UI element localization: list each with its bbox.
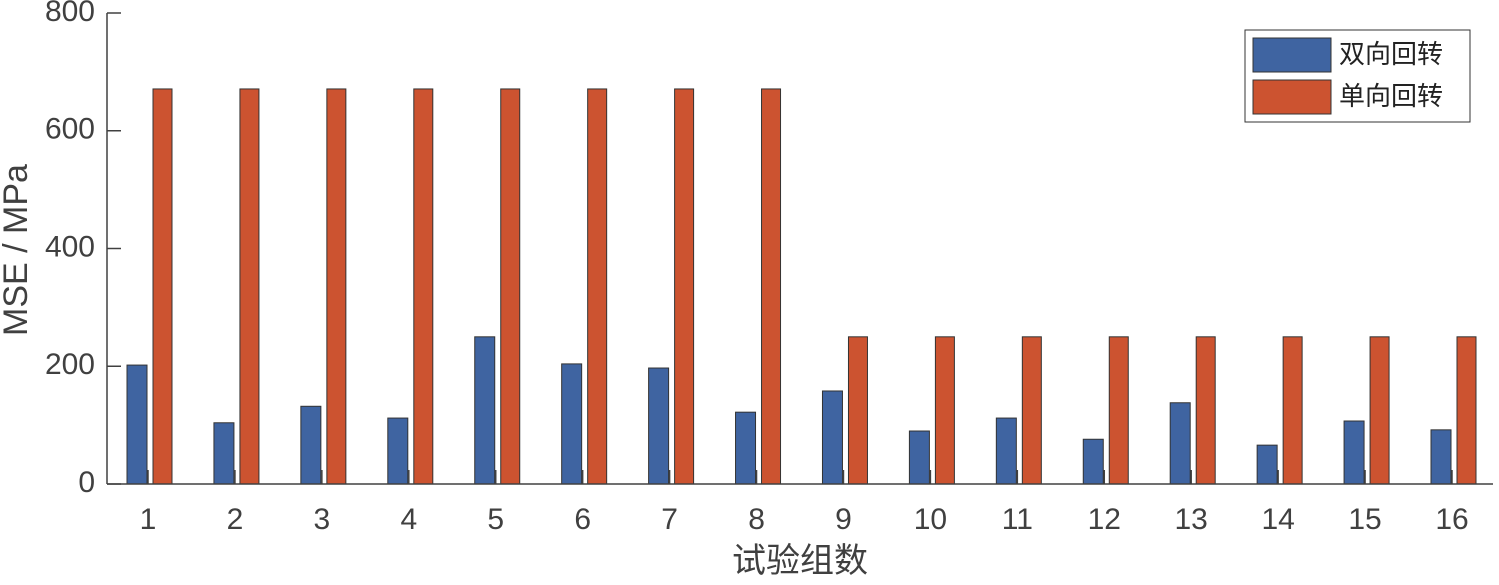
bar <box>1195 336 1216 485</box>
bar <box>648 367 670 485</box>
bar <box>500 88 521 485</box>
x-tick-label: 6 <box>574 503 591 536</box>
bar <box>126 364 148 485</box>
legend-label: 单向回转 <box>1339 81 1443 111</box>
y-tick-label: 600 <box>45 113 95 146</box>
x-tick-label: 7 <box>661 503 678 536</box>
bar <box>152 88 173 485</box>
bar <box>1082 438 1104 485</box>
bar <box>847 336 868 485</box>
legend-label: 双向回转 <box>1339 39 1443 69</box>
y-tick-label: 800 <box>45 0 95 28</box>
bar <box>587 88 608 485</box>
x-tick-label: 14 <box>1261 503 1294 536</box>
x-tick-label: 2 <box>227 503 244 536</box>
bar <box>1430 429 1452 485</box>
x-axis-label: 试验组数 <box>732 542 868 580</box>
y-axis-label: MSE / MPa <box>0 164 35 336</box>
legend-swatch <box>1252 37 1332 73</box>
bar <box>1282 336 1303 485</box>
y-tick-label: 200 <box>45 348 95 381</box>
bar <box>413 88 434 485</box>
y-tick-label: 0 <box>78 466 95 499</box>
bar <box>561 363 583 485</box>
bar <box>995 417 1017 485</box>
bar <box>761 88 782 485</box>
bar <box>1369 336 1390 485</box>
bar <box>1021 336 1042 485</box>
x-tick-label: 12 <box>1088 503 1121 536</box>
x-tick-label: 4 <box>400 503 417 536</box>
x-tick-label: 3 <box>314 503 331 536</box>
x-tick-label: 9 <box>835 503 852 536</box>
bar <box>908 430 930 485</box>
x-tick-label: 5 <box>487 503 504 536</box>
bar <box>213 422 235 485</box>
bar <box>1343 420 1365 485</box>
bar <box>1456 336 1477 485</box>
bar <box>1169 402 1191 485</box>
x-tick-label: 15 <box>1348 503 1381 536</box>
x-tick-label: 13 <box>1175 503 1208 536</box>
y-tick-label: 400 <box>45 230 95 263</box>
bar <box>474 336 496 485</box>
bar <box>674 88 695 485</box>
bar <box>735 411 757 485</box>
bar <box>821 390 843 485</box>
x-tick-label: 8 <box>748 503 765 536</box>
x-tick-label: 11 <box>1002 503 1033 536</box>
x-tick-label: 1 <box>140 503 157 536</box>
bar <box>387 417 409 485</box>
bar <box>239 88 260 485</box>
legend-swatch <box>1252 79 1332 115</box>
bar <box>1108 336 1129 485</box>
x-tick-label: 16 <box>1435 503 1468 536</box>
bar <box>300 405 322 485</box>
bar <box>934 336 955 485</box>
bar <box>1256 444 1278 485</box>
bar <box>326 88 347 485</box>
x-tick-label: 10 <box>914 503 947 536</box>
